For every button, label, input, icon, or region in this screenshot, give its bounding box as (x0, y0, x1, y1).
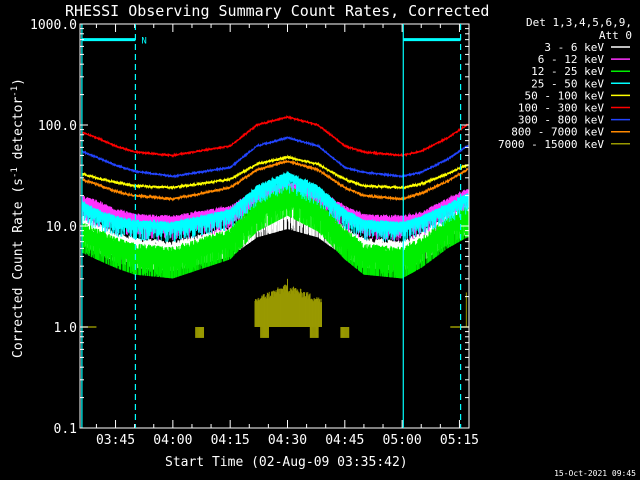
legend-label: 800 - 7000 keV (511, 126, 604, 139)
legend-header-line2: Att 0 (599, 29, 632, 42)
legend-label: 50 - 100 keV (525, 89, 605, 102)
y-axis-label-sup1: -1 (10, 167, 20, 178)
y-axis-label-mid: detector (11, 97, 26, 168)
legend-label: 7000 - 15000 keV (498, 138, 604, 151)
y-axis-label-sup2: -1 (10, 86, 20, 97)
series-line (81, 136, 469, 179)
y-axis-label-end: ) (11, 78, 26, 86)
y-tick-label: 100.0 (38, 119, 77, 134)
x-tick-label: 05:15 (440, 433, 479, 448)
y-axis-label: Corrected Count Rate (s-1 detector-1) (10, 78, 26, 358)
legend-label: 6 - 12 keV (538, 53, 605, 66)
y-tick-label: 1.0 (54, 321, 77, 336)
series-9 (81, 278, 469, 338)
legend-label: 25 - 50 keV (531, 77, 604, 90)
y-axis-label-main: Corrected Count Rate (s (11, 178, 26, 358)
series-line (81, 114, 469, 158)
x-axis-label: Start Time (02-Aug-09 03:35:42) (165, 455, 408, 470)
x-tick-label: 05:00 (383, 433, 422, 448)
x-tick-label: 04:30 (268, 433, 307, 448)
series-marks (81, 114, 469, 338)
legend-label: 300 - 800 keV (518, 114, 604, 127)
series-3 (81, 185, 469, 279)
x-tick-label: 04:15 (211, 433, 250, 448)
legend-header-line1: Det 1,3,4,5,6,9, (526, 16, 632, 29)
y-tick-label: 0.1 (54, 422, 77, 437)
axis-ticks: 0.1 1.0 10.0 100.0 1000.0 03:45 04:00 04:15 04:3… (30, 18, 479, 448)
legend-label: 100 - 300 keV (518, 102, 604, 115)
legend-label: 3 - 6 keV (544, 41, 604, 54)
night-marker-label: N (141, 37, 146, 47)
x-tick-label: 03:45 (96, 433, 135, 448)
x-tick-label: 04:00 (153, 433, 192, 448)
y-tick-label: 10.0 (46, 220, 77, 235)
timestamp: 15-Oct-2021 09:45 (554, 469, 636, 478)
series-7 (81, 136, 469, 179)
chart-title: RHESSI Observing Summary Count Rates, Co… (65, 2, 489, 20)
legend-label: 12 - 25 keV (531, 65, 604, 78)
x-tick-label: 04:45 (325, 433, 364, 448)
series-4 (81, 170, 469, 243)
y-tick-label: 1000.0 (30, 18, 77, 33)
series-6 (81, 114, 469, 158)
